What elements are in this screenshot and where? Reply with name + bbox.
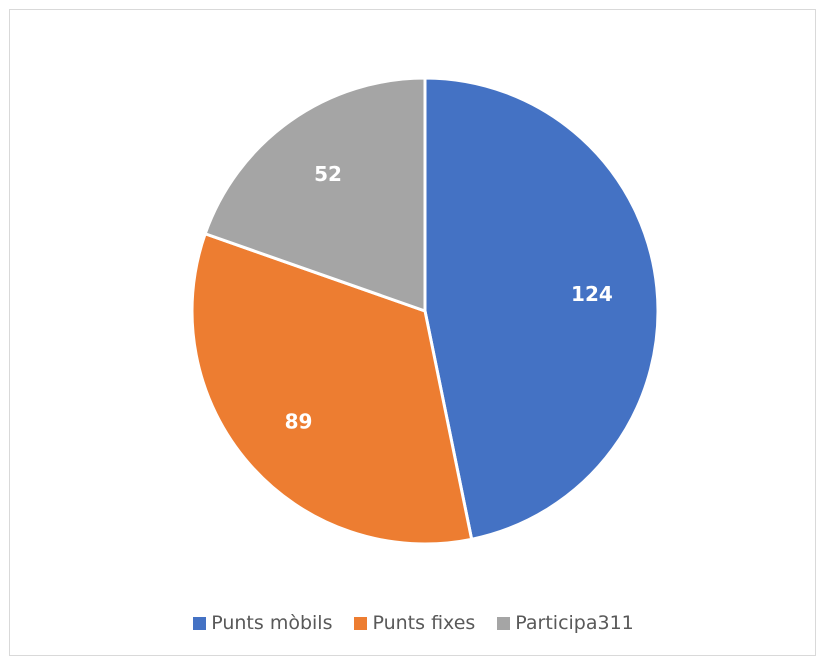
data-label-punts-mobils: 124: [571, 282, 613, 306]
legend: Punts mòbils Punts fixes Participa311: [0, 614, 827, 633]
legend-item-punts-mobils: Punts mòbils: [193, 614, 332, 633]
legend-label-participa311: Participa311: [515, 612, 634, 634]
data-label-punts-fixes: 89: [285, 409, 313, 433]
pie-slice-participa311: [203, 76, 427, 313]
legend-label-punts-fixes: Punts fixes: [372, 612, 476, 634]
legend-item-participa311: Participa311: [497, 612, 634, 634]
legend-label-punts-mobils: Punts mòbils: [211, 612, 333, 634]
legend-swatch-punts-mobils: [193, 617, 207, 630]
legend-swatch-punts-fixes: [354, 617, 368, 630]
legend-item-punts-fixes: Punts fixes: [354, 614, 475, 633]
data-label-participa311: 52: [314, 162, 342, 186]
legend-swatch-participa311: [497, 617, 511, 630]
pie-slice-punts-mobils: [423, 76, 660, 541]
pie-slice-punts-fixes: [190, 232, 474, 546]
